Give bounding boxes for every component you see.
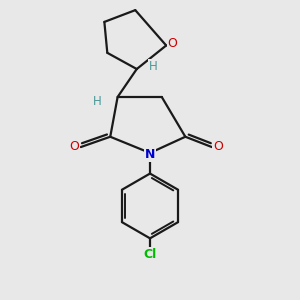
Text: O: O (213, 140, 223, 153)
Text: N: N (145, 148, 155, 161)
Text: H: H (148, 60, 157, 73)
Text: O: O (69, 140, 79, 153)
Text: H: H (93, 95, 101, 108)
Text: Cl: Cl (143, 248, 157, 261)
Text: O: O (168, 38, 178, 50)
